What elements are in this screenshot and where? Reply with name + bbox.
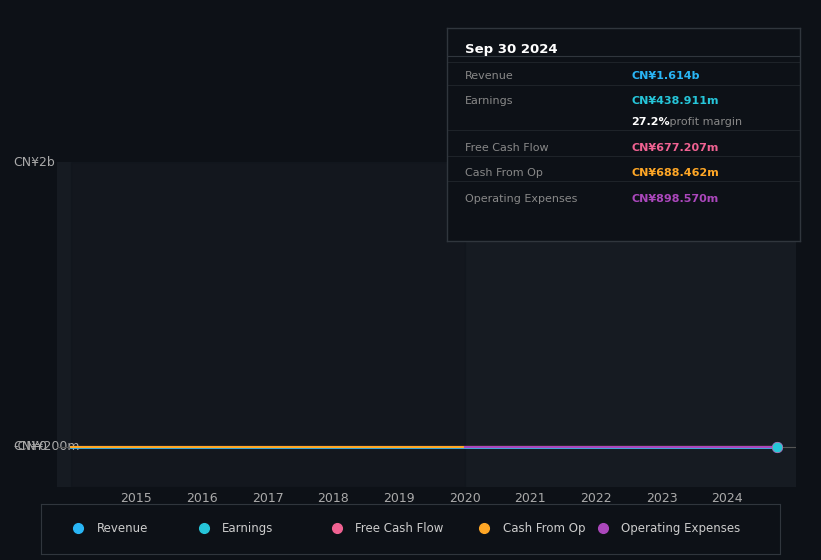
- Text: Sep 30 2024: Sep 30 2024: [466, 43, 557, 56]
- Text: CN¥688.462m: CN¥688.462m: [631, 169, 718, 179]
- Text: Free Cash Flow: Free Cash Flow: [355, 522, 443, 535]
- Text: Cash From Op: Cash From Op: [502, 522, 585, 535]
- Text: CN¥2b: CN¥2b: [13, 156, 55, 169]
- Text: 27.2%: 27.2%: [631, 118, 670, 127]
- Text: -CN¥200m: -CN¥200m: [13, 440, 80, 453]
- Text: CN¥898.570m: CN¥898.570m: [631, 194, 718, 204]
- Text: CN¥1.614b: CN¥1.614b: [631, 71, 699, 81]
- Text: CN¥677.207m: CN¥677.207m: [631, 143, 718, 153]
- Text: Earnings: Earnings: [466, 96, 514, 106]
- Text: profit margin: profit margin: [667, 118, 742, 127]
- Bar: [71, 162, 465, 487]
- Text: Operating Expenses: Operating Expenses: [621, 522, 741, 535]
- Text: Operating Expenses: Operating Expenses: [466, 194, 577, 204]
- Text: CN¥438.911m: CN¥438.911m: [631, 96, 718, 106]
- Text: Earnings: Earnings: [222, 522, 273, 535]
- Text: Revenue: Revenue: [466, 71, 514, 81]
- Text: Free Cash Flow: Free Cash Flow: [466, 143, 548, 153]
- Text: Revenue: Revenue: [97, 522, 148, 535]
- Text: CN¥0: CN¥0: [13, 440, 47, 453]
- Text: Cash From Op: Cash From Op: [466, 169, 543, 179]
